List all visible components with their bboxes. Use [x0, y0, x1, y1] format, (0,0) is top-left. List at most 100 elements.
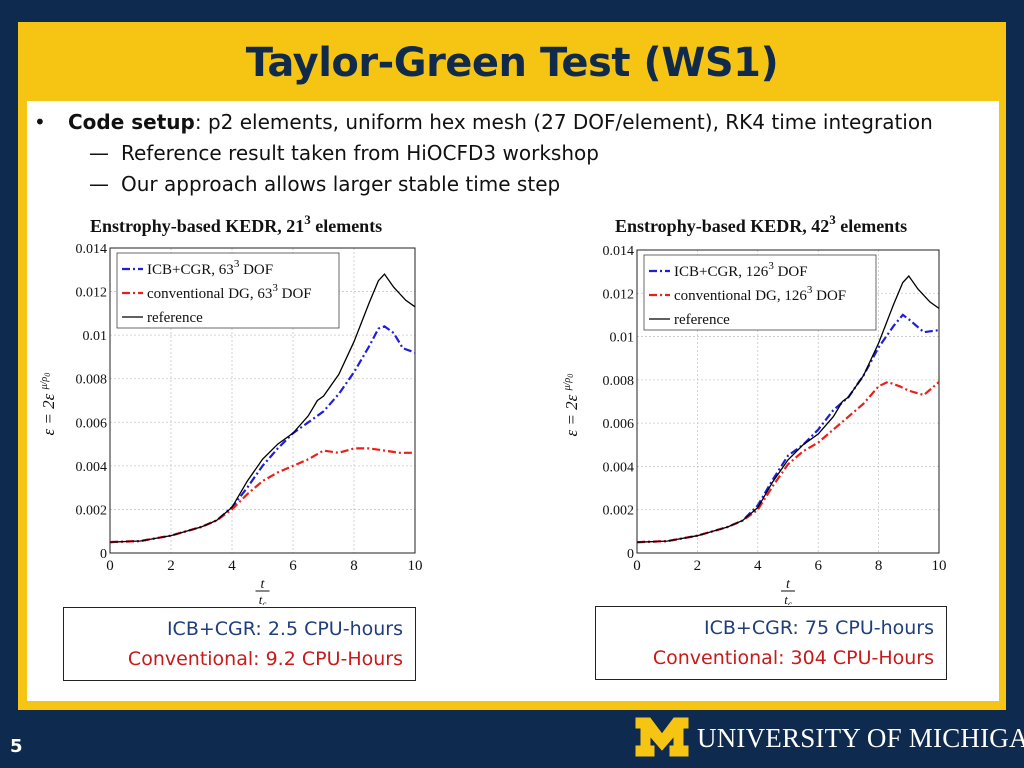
slide-title: Taylor-Green Test (WS1)	[245, 40, 779, 86]
sub-bullet-reference: — Reference result taken from HiOCFD3 wor…	[34, 139, 994, 170]
result-conventional-time: Conventional: 9.2 CPU-Hours	[127, 648, 403, 670]
university-name: UNIVERSITY OF MICHIGAN	[697, 723, 1024, 753]
legend-label-tail: DOF	[239, 262, 273, 278]
y-tick-label: 0.012	[76, 286, 108, 301]
x-tick-label: 4	[228, 558, 236, 574]
dash-icon: —	[89, 141, 109, 165]
sub-bullet-timestep: — Our approach allows larger stable time …	[34, 170, 994, 201]
x-tick-label: 8	[875, 558, 883, 574]
legend-label-exponent: 3	[234, 258, 240, 270]
series-line-2	[109, 273, 416, 543]
legend-label-tail: DOF	[278, 286, 312, 302]
bullet-text: : p2 elements, uniform hex mesh (27 DOF/…	[194, 110, 933, 134]
bullet-bold-label: Code setup	[68, 110, 195, 134]
y-tick-label: 0	[627, 547, 634, 562]
x-axis-label: t	[261, 577, 266, 592]
legend-label-exponent: 3	[768, 260, 774, 272]
chart-title: Enstrophy-based KEDR, 423 elements	[615, 212, 907, 236]
y-axis-label: ε = 2ε μ/ρ0	[562, 374, 581, 437]
y-axis-label-main: ε = 2ε	[40, 389, 58, 435]
x-axis-label-denominator: tc	[259, 592, 267, 605]
x-tick-label: 8	[350, 558, 358, 574]
chart-title-tail: elements	[311, 216, 382, 236]
chart-title-main: Enstrophy-based KEDR, 42	[615, 216, 829, 236]
y-axis-label-main: ε = 2ε	[562, 390, 581, 436]
sub-bullet-text: Our approach allows larger stable time s…	[121, 172, 561, 196]
legend-label-name: reference	[147, 310, 203, 326]
y-tick-label: 0.012	[603, 287, 635, 302]
chart-title: Enstrophy-based KEDR, 213 elements	[90, 212, 382, 236]
x-tick-label: 6	[289, 558, 297, 574]
x-axis-subscript: c	[262, 599, 266, 605]
bullet-list: • Code setup: p2 elements, uniform hex me…	[34, 108, 994, 201]
result-box-21: ICB+CGR: 2.5 CPU-hours Conventional: 9.2…	[63, 607, 416, 681]
x-tick-label: 2	[694, 558, 702, 574]
bullet-code-setup: • Code setup: p2 elements, uniform hex me…	[34, 108, 994, 139]
plot-border	[636, 249, 940, 554]
legend-label-name: conventional DG, 126	[674, 288, 807, 304]
x-axis-label-denominator: tc	[784, 592, 792, 605]
x-tick-label: 6	[814, 558, 822, 574]
y-tick-label: 0.008	[76, 373, 108, 388]
legend-label-exponent: 3	[807, 284, 813, 296]
x-tick-label: 10	[932, 558, 947, 574]
y-axis-label-subscript: 0	[566, 374, 575, 378]
result-box-42: ICB+CGR: 75 CPU-hours Conventional: 304 …	[595, 606, 947, 680]
sub-bullet-text: Reference result taken from HiOCFD3 work…	[121, 141, 599, 165]
chart-title-exponent: 3	[304, 212, 311, 227]
legend-label-2: reference	[147, 310, 203, 326]
legend-label-name: reference	[674, 312, 730, 328]
legend-label-tail: DOF	[812, 288, 846, 304]
x-tick-label: 2	[167, 558, 175, 574]
y-tick-label: 0.01	[610, 331, 635, 346]
x-axis-label: t	[786, 577, 791, 592]
legend-label-tail: DOF	[774, 264, 808, 280]
y-tick-label: 0	[100, 547, 107, 562]
y-tick-label: 0.006	[603, 417, 635, 432]
y-axis-label-subscript: 0	[43, 373, 52, 377]
chart-title-exponent: 3	[829, 212, 836, 227]
x-tick-label: 0	[633, 558, 641, 574]
y-tick-label: 0.014	[76, 242, 108, 257]
y-axis-label-fraction: μ/ρ	[562, 378, 573, 392]
plot-border	[109, 247, 416, 554]
y-tick-label: 0.014	[603, 244, 635, 259]
legend-box	[116, 252, 340, 329]
legend-label-1: conventional DG, 633 DOF	[147, 282, 312, 302]
y-tick-label: 0.002	[603, 504, 635, 519]
series-line-0	[109, 325, 416, 544]
x-tick-label: 0	[106, 558, 114, 574]
legend-label-1: conventional DG, 1263 DOF	[674, 284, 846, 304]
x-tick-label: 4	[754, 558, 762, 574]
block-m-logo	[635, 717, 689, 757]
x-tick-label: 10	[408, 558, 423, 574]
legend-label-0: ICB+CGR, 1263 DOF	[674, 260, 808, 280]
chart-title-main: Enstrophy-based KEDR, 21	[90, 216, 304, 236]
result-icb-time: ICB+CGR: 75 CPU-hours	[704, 617, 934, 639]
dash-icon: —	[89, 172, 109, 196]
y-axis-label-fraction: μ/ρ	[40, 377, 50, 391]
y-tick-label: 0.002	[76, 503, 108, 518]
y-tick-label: 0.01	[83, 329, 108, 344]
legend-label-name: ICB+CGR, 126	[674, 264, 769, 280]
legend-label-name: ICB+CGR, 63	[147, 262, 234, 278]
y-tick-label: 0.004	[603, 460, 635, 475]
result-conventional-time: Conventional: 304 CPU-Hours	[652, 647, 934, 669]
page-number: 5	[10, 736, 23, 757]
legend-label-exponent: 3	[272, 282, 278, 294]
y-tick-label: 0.008	[603, 374, 635, 389]
chart-title-tail: elements	[836, 216, 907, 236]
y-tick-label: 0.006	[76, 416, 108, 431]
result-icb-time: ICB+CGR: 2.5 CPU-hours	[166, 618, 403, 640]
legend-box	[643, 254, 877, 331]
y-axis-label: ε = 2ε μ/ρ0	[40, 373, 58, 436]
bullet-dot-icon: •	[34, 110, 46, 134]
series-line-2	[636, 274, 940, 543]
legend-label-0: ICB+CGR, 633 DOF	[147, 258, 273, 278]
y-tick-label: 0.004	[76, 460, 108, 475]
legend-label-2: reference	[674, 312, 730, 328]
x-axis-subscript: c	[788, 599, 792, 605]
legend-label-name: conventional DG, 63	[147, 286, 272, 302]
